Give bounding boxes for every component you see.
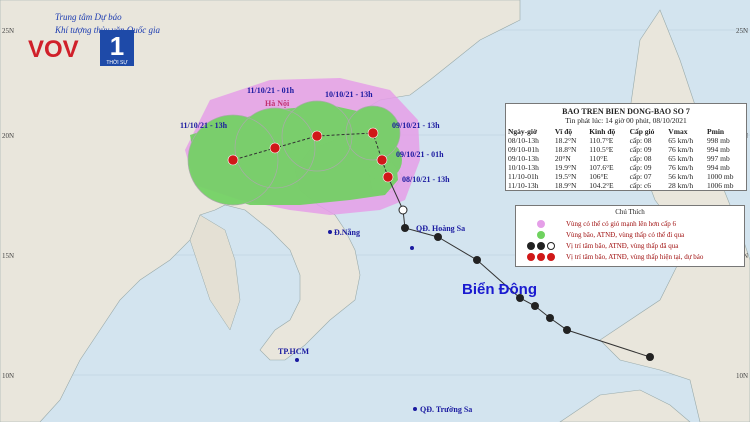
city-marker — [328, 230, 332, 234]
lat-label: 15N — [2, 252, 14, 260]
table-cell: cấp: 08 — [629, 136, 652, 145]
time-label: 08/10/21 - 13h — [402, 175, 450, 184]
island-label: QĐ. Hoàng Sa — [416, 224, 465, 233]
past-positions — [401, 224, 654, 361]
table-cell: 1006 mb — [707, 181, 734, 190]
city-label: TP.HCM — [278, 347, 309, 356]
legend-item: Vùng bão, ATNĐ, vùng thấp có thể đi qua — [566, 230, 685, 239]
table-cell: 10/10-13h — [508, 163, 539, 172]
lat-label: 10N — [2, 372, 14, 380]
time-label: 09/10/21 - 13h — [392, 121, 440, 130]
legend: Chú Thích Vùng có thể có gió mạnh lên hơ… — [515, 205, 745, 267]
table-cell: cấp: 09 — [629, 163, 652, 172]
table-cell: 76 km/h — [668, 145, 694, 154]
forecast-positions — [227, 127, 394, 183]
table-cell: 106°E — [589, 172, 609, 181]
info-title: BAO TREN BIEN DONG-BAO SO 7 — [562, 107, 690, 116]
table-cell: 09/10-01h — [508, 145, 539, 154]
table-cell: 18.8°N — [554, 145, 577, 154]
table-cell: 28 km/h — [668, 181, 694, 190]
lat-label: 25N — [736, 27, 748, 35]
table-cell: cấp: 09 — [629, 145, 652, 154]
table-row: 11/10-01h 19.5°N 106°E cấp: 07 56 km/h 1000 m… — [506, 172, 746, 181]
info-time: Tin phát lúc: 14 giờ 00 phút, 08/10/2021 — [565, 116, 687, 125]
info-table: BAO TREN BIEN DONG-BAO SO 7 Tin phát lúc… — [505, 103, 747, 191]
table-row: 11/10-13h 18.9°N 104.2°E cấp: c6 28 km/h 1006… — [506, 181, 746, 190]
legend-item: Vùng có thể có gió mạnh lên hơn cấp 6 — [566, 219, 677, 228]
table-cell: 994 mb — [707, 163, 730, 172]
table-cell: 110.5°E — [589, 145, 614, 154]
city-label: Hà Nội — [265, 99, 290, 108]
column-header: Cấp gió — [629, 127, 655, 136]
table-cell: cấp: 08 — [629, 154, 652, 163]
time-label: 11/10/21 - 13h — [180, 121, 228, 130]
logo-sub: THỜI SỰ — [106, 59, 128, 66]
borneo — [559, 389, 691, 422]
table-cell: 20°N — [554, 154, 571, 163]
logo-text: VOV — [28, 36, 79, 63]
lat-label: 10N — [736, 372, 748, 380]
table-cell: 110.7°E — [589, 136, 614, 145]
past-track — [387, 176, 651, 358]
agency-name: Trung tâm Dự báo — [55, 12, 122, 22]
legend-item: Vị trí tâm bão, ATNĐ, vùng thấp hiện tại… — [566, 252, 704, 261]
logo-number: 1 — [110, 31, 124, 61]
sea-label: Biển Đông — [462, 281, 537, 298]
legend-title: Chú Thích — [615, 208, 645, 216]
cone-outline — [187, 100, 401, 206]
column-header: Pmin — [707, 127, 725, 136]
column-header: Vmax — [668, 127, 688, 136]
table-row: 09/10-13h 20°N 110°E cấp: 08 65 km/h 997 mb — [506, 154, 746, 163]
laos-cambodia — [189, 214, 241, 331]
table-cell: 104.2°E — [589, 181, 614, 190]
logo-box — [100, 30, 134, 66]
time-label: 10/10/21 - 13h — [325, 90, 373, 99]
table-cell: 1000 mb — [707, 172, 734, 181]
time-label: 11/10/21 - 01h — [247, 86, 295, 95]
time-label: 09/10/21 - 01h — [396, 150, 444, 159]
table-cell: 998 mb — [707, 136, 730, 145]
island-marker — [410, 246, 414, 250]
table-row: 09/10-01h 18.8°N 110.5°E cấp: 09 76 km/h 994 … — [506, 145, 746, 154]
logo: Trung tâm Dự báo Khí tượng thủy văn Quốc… — [28, 12, 160, 66]
table-cell: 65 km/h — [668, 154, 694, 163]
table-cell: 11/10-13h — [508, 181, 539, 190]
table-cell: 65 km/h — [668, 136, 694, 145]
table-cell: 110°E — [589, 154, 608, 163]
table-cell: 18.9°N — [554, 181, 577, 190]
table-cell: 09/10-13h — [508, 154, 539, 163]
city-label: Đ.Nẵng — [334, 228, 360, 237]
lat-label: 20N — [2, 132, 14, 140]
island-label: QĐ. Trường Sa — [420, 405, 472, 414]
table-cell: 11/10-01h — [508, 172, 539, 181]
table-cell: cấp: 07 — [629, 172, 652, 181]
table-cell: cấp: c6 — [629, 181, 652, 190]
column-header: Kinh độ — [589, 127, 616, 136]
past-position — [398, 205, 408, 215]
column-header: Vĩ độ — [554, 127, 573, 136]
table-cell: 08/10-13h — [508, 136, 539, 145]
table-cell: 56 km/h — [668, 172, 694, 181]
table-cell: 994 mb — [707, 145, 730, 154]
table-cell: 997 mb — [707, 154, 730, 163]
table-row: 10/10-13h 19.9°N 107.6°E cấp: 09 76 km/h 994 … — [506, 163, 746, 172]
table-cell: 18.2°N — [554, 136, 577, 145]
table-cell: 19.5°N — [554, 172, 577, 181]
table-cell: 19.9°N — [554, 163, 577, 172]
column-header: Ngày-giờ — [508, 127, 538, 136]
table-cell: 76 km/h — [668, 163, 694, 172]
table-row: 08/10-13h 18.2°N 110.7°E cấp: 08 65 km/h 998 … — [506, 136, 746, 145]
legend-item: Vị trí tâm bão, ATNĐ, vùng thấp đã qua — [566, 241, 679, 250]
table-cell: 107.6°E — [589, 163, 614, 172]
city-marker — [295, 358, 299, 362]
lat-label: 25N — [2, 27, 14, 35]
island-marker — [413, 407, 417, 411]
table: Ngày-giờ Vĩ độ Kinh độ Cấp gió Vmax Pmin 08/10… — [506, 127, 746, 190]
